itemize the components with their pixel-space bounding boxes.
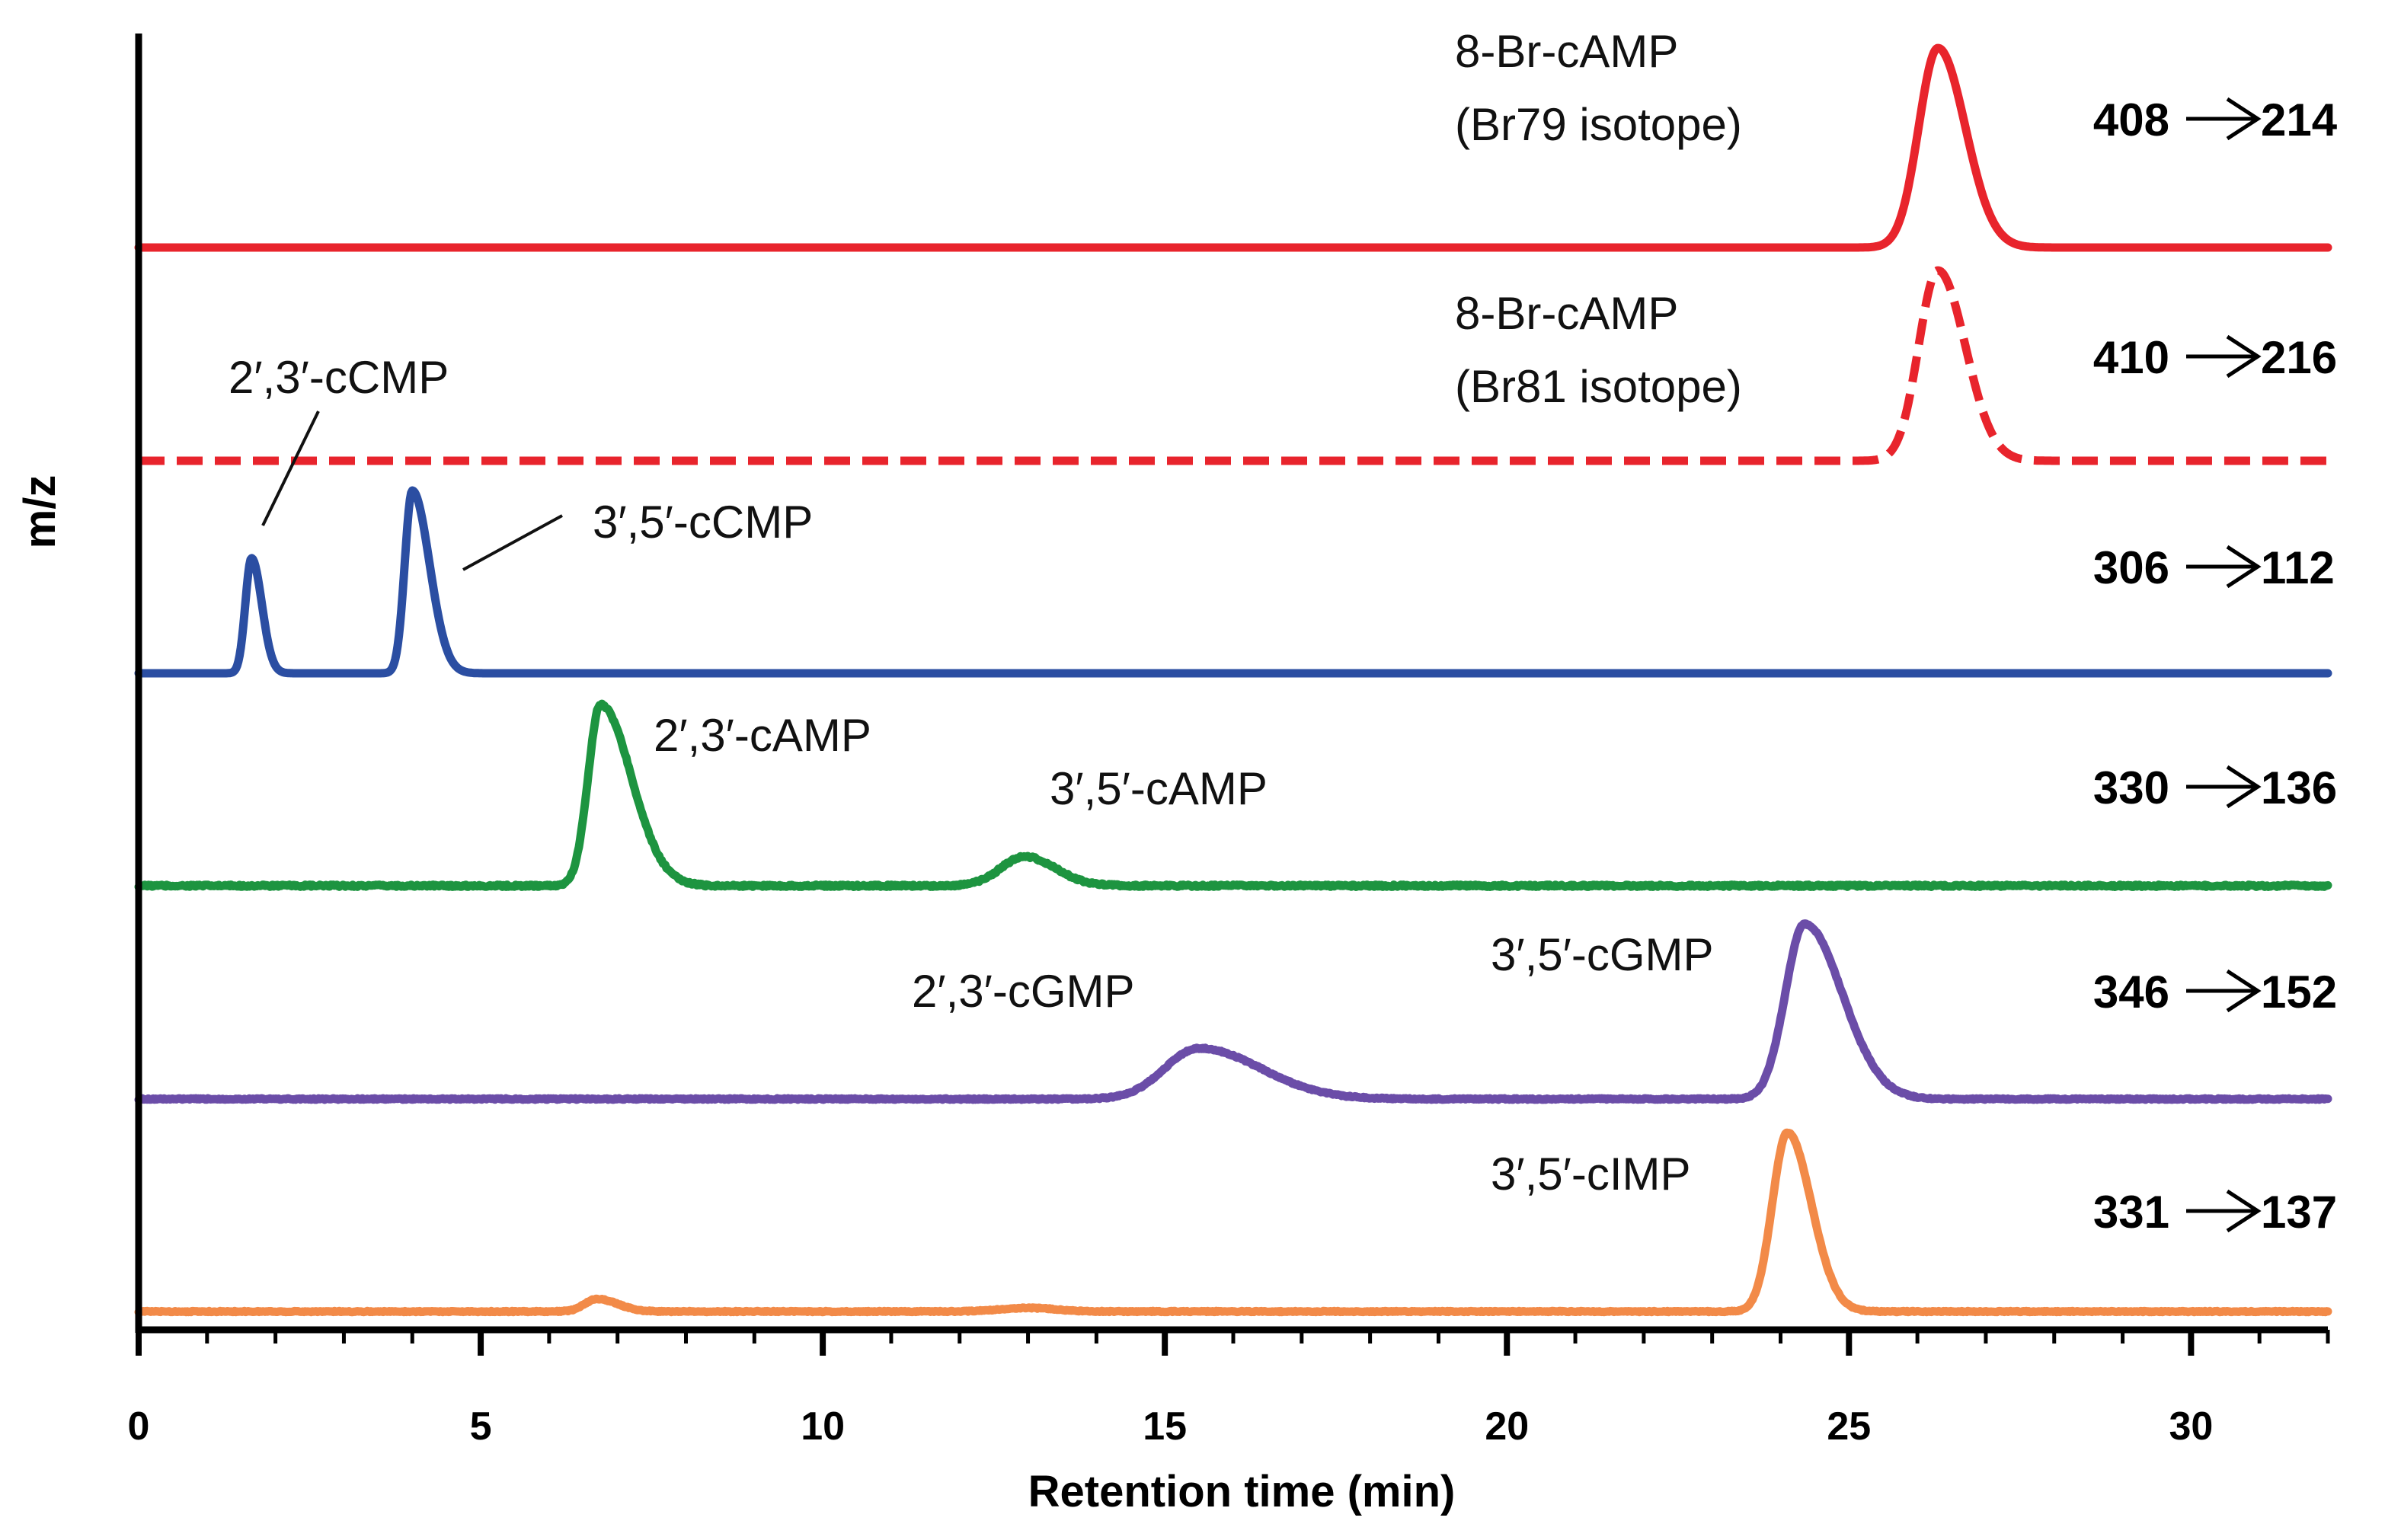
- peak-label-line: (Br79 isotope): [1455, 99, 1742, 150]
- peak-label-line: (Br81 isotope): [1455, 361, 1742, 412]
- transition-precursor: 408: [2093, 94, 2169, 145]
- transition-precursor: 346: [2093, 966, 2169, 1018]
- peak-label: 3′,5′-cIMP: [1491, 1149, 1691, 1200]
- peak-label-line: 3′,5′-cAMP: [1050, 763, 1268, 814]
- transition-precursor: 410: [2093, 332, 2169, 383]
- x-tick-label: 25: [1827, 1404, 1871, 1449]
- axes-group: 0 5 10 15 20 25 30 Retention time (min) m/z: [15, 34, 2330, 1516]
- peak-label-line: 2′,3′-cGMP: [912, 966, 1135, 1017]
- peak-label: 3′,5′-cCMP: [593, 497, 813, 548]
- annotations-group: 8-Br-cAMP (Br79 isotope) 408 214 8-Br-cAMP (B…: [229, 26, 2338, 1238]
- transition-product: 152: [2261, 966, 2337, 1018]
- trace-line: [134, 919, 2332, 1104]
- x-tick-label: 20: [1485, 1404, 1529, 1449]
- peak-label-line: 2′,3′-cAMP: [654, 710, 871, 761]
- trace-line: [134, 486, 2332, 678]
- trace-line: [134, 1128, 2332, 1317]
- x-tick-label: 0: [128, 1404, 150, 1449]
- peak-label: 8-Br-cAMP (Br81 isotope): [1455, 288, 1742, 412]
- transition-arrow-head: [2226, 334, 2262, 379]
- label-leader-line: [462, 514, 563, 571]
- x-tick-label: 5: [470, 1404, 492, 1449]
- peak-label-line: 2′,3′-cCMP: [229, 352, 449, 403]
- transition-precursor: 306: [2093, 542, 2169, 593]
- transition-arrow-head: [2226, 545, 2262, 589]
- transition-arrow-head: [2226, 969, 2262, 1013]
- y-axis-title: m/z: [15, 475, 65, 549]
- transition-product: 137: [2261, 1187, 2337, 1238]
- trace-line: [134, 43, 2332, 252]
- transition-arrow-head: [2226, 765, 2262, 809]
- peak-label: 8-Br-cAMP (Br79 isotope): [1455, 26, 1742, 150]
- peak-label-line: 3′,5′-cCMP: [593, 497, 813, 548]
- peak-label-line: 3′,5′-cGMP: [1491, 929, 1714, 980]
- peak-label: 3′,5′-cAMP: [1050, 763, 1268, 814]
- x-tick-label: 15: [1143, 1404, 1187, 1449]
- transition-arrow-head: [2226, 97, 2262, 141]
- transition-precursor: 330: [2093, 762, 2169, 813]
- transition-product: 136: [2261, 762, 2337, 813]
- transition-product: 214: [2261, 94, 2338, 145]
- trace-line: [134, 699, 2332, 891]
- peak-label-line: 8-Br-cAMP: [1455, 288, 1678, 339]
- peak-label: 2′,3′-cCMP: [229, 352, 449, 403]
- transition-arrow-head: [2226, 1189, 2262, 1233]
- peak-label: 2′,3′-cGMP: [912, 966, 1135, 1017]
- trace-line: [136, 266, 2331, 465]
- x-axis-title: Retention time (min): [1028, 1467, 1456, 1516]
- label-leader-line: [261, 411, 320, 526]
- x-tick-label: 30: [2169, 1404, 2213, 1449]
- peak-label: 2′,3′-cAMP: [654, 710, 871, 761]
- peak-label-line: 3′,5′-cIMP: [1491, 1149, 1691, 1200]
- peak-label-line: 8-Br-cAMP: [1455, 26, 1678, 77]
- transition-product: 112: [2261, 542, 2335, 593]
- x-tick-label: 10: [801, 1404, 845, 1449]
- transition-precursor: 331: [2093, 1187, 2169, 1238]
- peak-label: 3′,5′-cGMP: [1491, 929, 1714, 980]
- traces-group: [134, 43, 2332, 1317]
- transition-product: 216: [2261, 332, 2337, 383]
